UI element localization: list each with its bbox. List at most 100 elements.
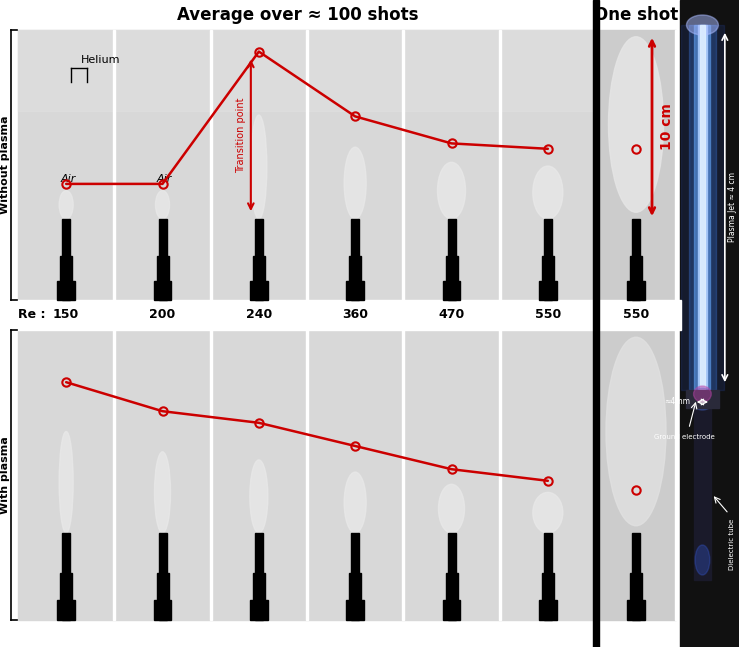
Bar [154, 600, 171, 620]
Bar [113, 30, 115, 300]
Ellipse shape [344, 147, 366, 219]
Text: 240: 240 [245, 309, 272, 322]
Bar [627, 600, 645, 620]
Bar [250, 281, 268, 300]
Text: Helium: Helium [81, 55, 120, 65]
Bar [115, 30, 211, 300]
Bar [211, 30, 306, 111]
Bar [686, 390, 719, 408]
Bar [700, 25, 705, 390]
Bar [307, 330, 403, 620]
Bar [448, 533, 455, 620]
Bar [500, 330, 596, 620]
Bar [680, 0, 739, 647]
Bar [544, 533, 552, 620]
Bar [307, 30, 402, 111]
Bar [157, 256, 168, 283]
Bar [211, 30, 307, 300]
Bar [630, 256, 642, 283]
Text: 200: 200 [149, 309, 176, 322]
Bar [500, 30, 596, 300]
Bar [544, 219, 552, 300]
Bar [347, 281, 364, 300]
Bar [539, 600, 556, 620]
Ellipse shape [437, 162, 466, 219]
Bar [157, 573, 168, 602]
Ellipse shape [250, 460, 268, 533]
Ellipse shape [344, 472, 366, 533]
Ellipse shape [691, 388, 714, 410]
Bar [595, 330, 597, 620]
Bar [593, 0, 599, 647]
Bar [681, 25, 723, 390]
Bar [539, 281, 556, 300]
Bar [542, 256, 554, 283]
Bar [18, 30, 115, 300]
Ellipse shape [59, 191, 73, 219]
Text: Air: Air [61, 173, 76, 184]
Bar [500, 30, 595, 111]
Text: With plasma: With plasma [0, 436, 10, 514]
Bar [349, 256, 361, 283]
Bar [58, 600, 75, 620]
Ellipse shape [533, 492, 563, 533]
Bar [698, 25, 706, 390]
Bar [115, 30, 210, 111]
Bar [632, 219, 640, 300]
Bar [402, 330, 404, 620]
Text: Plasma Jet ≈ 4 cm: Plasma Jet ≈ 4 cm [728, 173, 737, 243]
Bar [62, 219, 70, 300]
Text: Dielectric tube: Dielectric tube [729, 519, 735, 570]
Bar [632, 533, 640, 620]
Ellipse shape [606, 337, 666, 526]
Bar [0, 300, 681, 330]
Bar [158, 219, 166, 300]
Bar [253, 256, 265, 283]
Bar [675, 330, 677, 620]
Bar [210, 330, 211, 620]
Text: One shot: One shot [594, 6, 678, 24]
Bar [694, 408, 711, 580]
Ellipse shape [59, 432, 73, 533]
Text: 550: 550 [623, 309, 649, 322]
Bar [349, 573, 361, 602]
Bar [255, 533, 263, 620]
Bar [306, 330, 308, 620]
Bar [307, 30, 403, 300]
Ellipse shape [533, 166, 563, 219]
Text: 150: 150 [53, 309, 79, 322]
Ellipse shape [154, 452, 171, 533]
Bar [403, 30, 499, 111]
Text: Ground electrode: Ground electrode [654, 434, 715, 440]
Bar [306, 30, 308, 300]
Bar [113, 330, 115, 620]
Text: Without plasma: Without plasma [0, 116, 10, 214]
Bar [115, 330, 211, 620]
Bar [255, 219, 263, 300]
Bar [627, 281, 645, 300]
Text: Re :: Re : [18, 309, 46, 322]
Ellipse shape [155, 191, 169, 219]
Bar [542, 573, 554, 602]
Bar [351, 533, 359, 620]
Bar [210, 30, 211, 300]
Bar [62, 533, 70, 620]
Bar [211, 330, 307, 620]
Bar [253, 573, 265, 602]
Ellipse shape [251, 115, 267, 219]
Bar [250, 600, 268, 620]
Bar [443, 600, 460, 620]
Ellipse shape [438, 485, 465, 533]
Text: 550: 550 [535, 309, 561, 322]
Bar [18, 330, 115, 620]
Bar [448, 219, 455, 300]
Bar [443, 281, 460, 300]
Bar [630, 573, 642, 602]
Bar [158, 533, 166, 620]
Bar [18, 30, 113, 111]
Ellipse shape [687, 15, 718, 35]
Bar [596, 330, 676, 620]
Text: 470: 470 [438, 309, 465, 322]
Text: Air: Air [157, 173, 172, 184]
Ellipse shape [608, 37, 664, 212]
